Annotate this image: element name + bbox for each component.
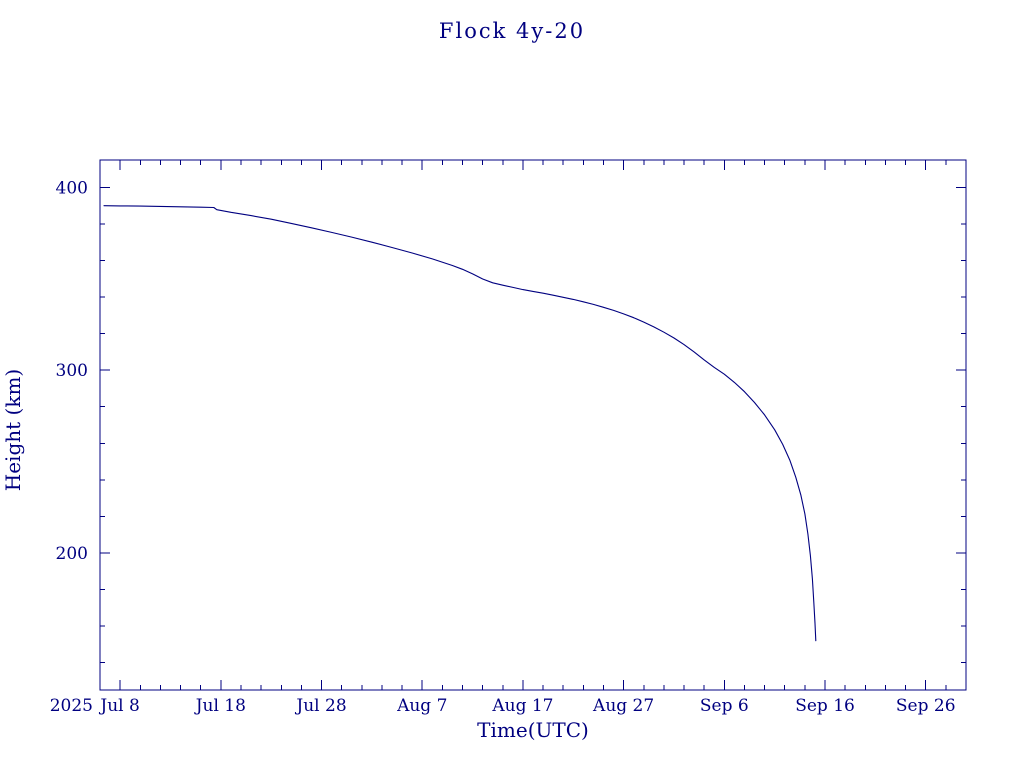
- y-axis-tick-label: 400: [56, 178, 88, 198]
- y-axis-tick-label: 200: [56, 544, 88, 564]
- x-axis-tick-label: Jul 18: [194, 696, 246, 716]
- height-decay-line: [103, 205, 817, 642]
- x-axis-tick-label: Sep 6: [700, 696, 749, 716]
- x-axis-tick-label: Sep 16: [795, 696, 855, 716]
- x-axis-year-label: 2025: [50, 696, 93, 716]
- x-axis-tick-label: Aug 7: [396, 696, 447, 716]
- x-axis-tick-label: Aug 17: [491, 696, 553, 716]
- x-axis-tick-label: Jul 8: [98, 696, 139, 716]
- chart-title: Flock 4y-20: [439, 19, 585, 43]
- x-axis-tick-label: Aug 27: [592, 696, 654, 716]
- y-axis-title: Height (km): [1, 369, 25, 491]
- y-axis-tick-label: 300: [56, 361, 88, 381]
- x-axis-title: Time(UTC): [477, 718, 589, 742]
- x-axis-tick-label: Sep 26: [896, 696, 956, 716]
- plot-frame: [99, 159, 967, 691]
- x-axis-tick-label: Jul 28: [294, 696, 346, 716]
